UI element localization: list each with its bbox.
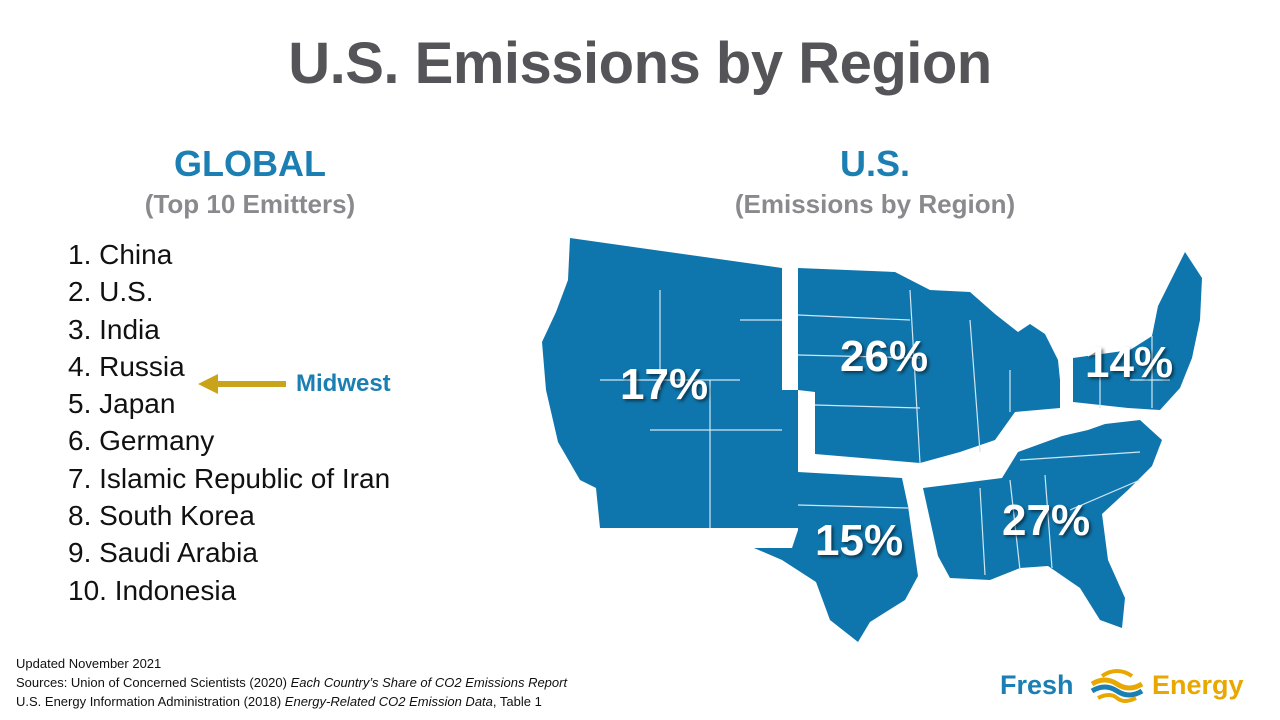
- updated-date: Updated November 2021: [16, 656, 162, 671]
- region-southeast-percent: 27%: [1002, 496, 1091, 545]
- global-heading: GLOBAL: [174, 143, 326, 184]
- region-midwest-percent: 26%: [840, 332, 929, 381]
- list-item: 5. Japan: [68, 388, 176, 420]
- global-subheading: (Top 10 Emitters): [144, 189, 356, 219]
- region-midwest: [798, 268, 1060, 463]
- list-item: 9. Saudi Arabia: [68, 537, 258, 569]
- logo-wave-icon: [1090, 669, 1144, 703]
- us-subheading: (Emissions by Region): [734, 189, 1016, 219]
- list-item: 8. South Korea: [68, 500, 255, 532]
- source-line-1: Sources: Union of Concerned Scientists (…: [16, 675, 568, 690]
- midwest-callout-label: Midwest: [296, 370, 391, 397]
- list-item: 3. India: [68, 313, 160, 345]
- region-southwest: [754, 472, 918, 642]
- region-southeast: [923, 420, 1162, 628]
- logo-word-energy: Energy: [1152, 670, 1244, 700]
- list-item: 4. Russia: [68, 350, 185, 382]
- logo-word-fresh: Fresh: [1000, 670, 1074, 700]
- page-title: U.S. Emissions by Region: [288, 31, 992, 96]
- source-line-2: U.S. Energy Information Administration (…: [16, 694, 542, 709]
- list-item: 7. Islamic Republic of Iran: [68, 462, 391, 494]
- region-southwest-percent: 15%: [815, 516, 904, 565]
- emitters-list: 1. China 2. U.S. 3. India 4. Russia 5. J…: [68, 236, 390, 609]
- us-heading: U.S.: [839, 143, 910, 184]
- us-regions-map: [542, 238, 1202, 642]
- left-arrow-icon: [198, 374, 286, 394]
- list-item: 10. Indonesia: [68, 574, 237, 606]
- global-header: GLOBAL (Top 10 Emitters): [90, 143, 410, 220]
- sources-note: Updated November 2021 Sources: Union of …: [16, 654, 567, 711]
- region-northeast-percent: 14%: [1085, 338, 1174, 387]
- list-item: 2. U.S.: [68, 276, 154, 308]
- us-header: U.S. (Emissions by Region): [680, 143, 1070, 220]
- region-west-percent: 17%: [620, 360, 709, 409]
- list-item: 1. China: [68, 239, 173, 270]
- region-west: [542, 238, 798, 528]
- region-northeast: [1073, 252, 1202, 410]
- list-item: 6. Germany: [68, 425, 215, 457]
